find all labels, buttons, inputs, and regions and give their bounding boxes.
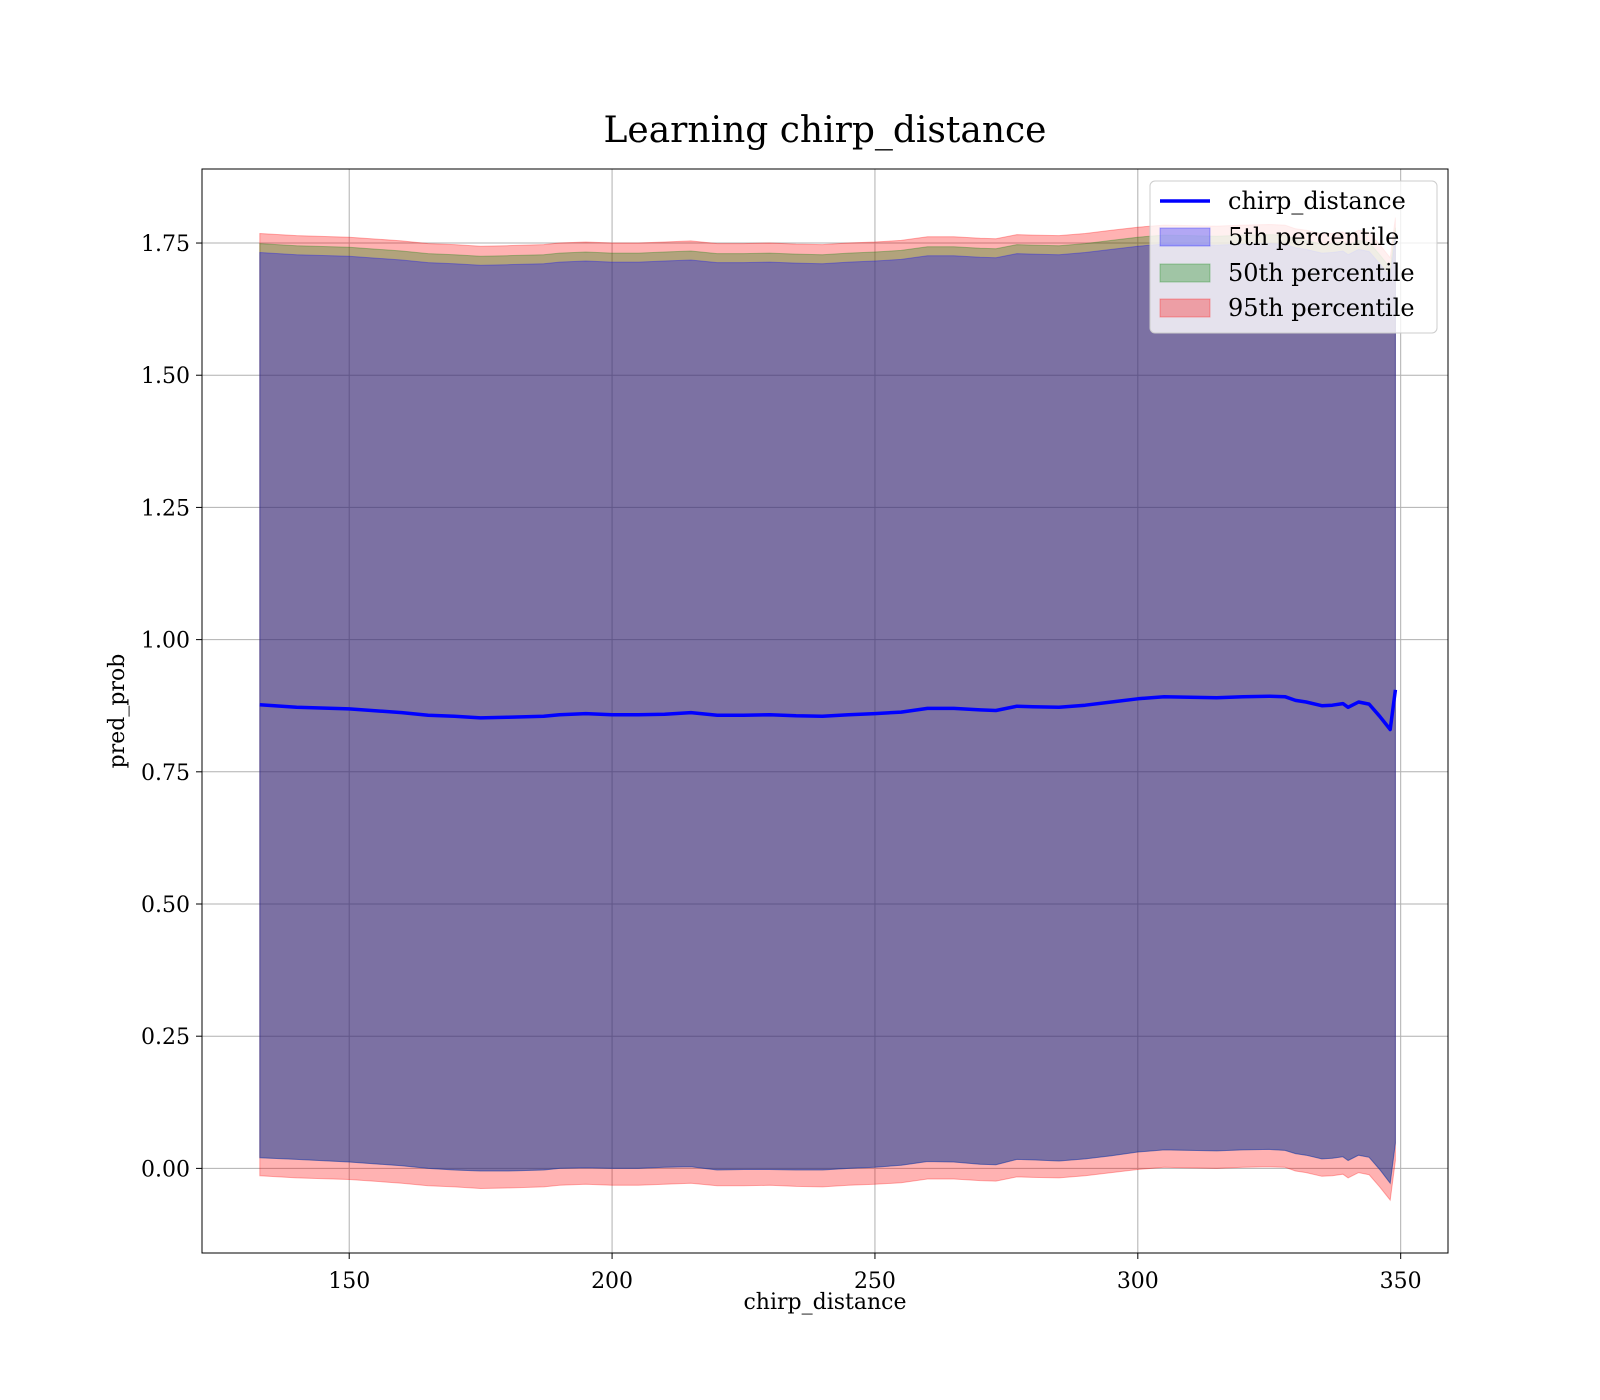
legend-label: 50th percentile [1228, 259, 1415, 287]
x-tick-label: 350 [1380, 1269, 1422, 1294]
y-tick-label: 1.00 [141, 629, 190, 654]
y-tick-label: 0.00 [141, 1157, 190, 1182]
plot-frame [201, 168, 1449, 1254]
x-tick-label: 300 [1117, 1269, 1159, 1294]
band-95th-percentile [259, 217, 1396, 1202]
legend-label: 95th percentile [1228, 294, 1415, 322]
y-tick-label: 0.75 [141, 761, 190, 786]
series-line-chirp-distance [259, 689, 1398, 732]
band-5th-percentile [259, 236, 1396, 1185]
percentile-bands [259, 217, 1396, 1202]
legend-swatch-band [1159, 227, 1211, 247]
y-tick-label: 1.25 [141, 496, 190, 521]
x-tick-label: 150 [328, 1269, 370, 1294]
legend-swatch-band [1159, 298, 1211, 318]
x-axis-ticks: 150 200 250 300 350 [328, 1253, 1422, 1294]
x-tick-label: 250 [854, 1269, 896, 1294]
y-axis-label: pred_prob [105, 654, 130, 769]
legend-label: chirp_distance [1228, 187, 1406, 215]
y-tick-label: 1.75 [141, 232, 190, 257]
x-tick-label: 200 [591, 1269, 633, 1294]
legend-swatch-band [1159, 263, 1211, 283]
chart-title: Learning chirp_distance [604, 110, 1047, 151]
y-axis-ticks: 0.00 0.25 0.50 0.75 1.00 1.25 1.50 1.75 [141, 232, 202, 1182]
legend-label: 5th percentile [1228, 223, 1399, 251]
plot-area [201, 168, 1449, 1254]
legend-box [1149, 180, 1438, 334]
band-50th-percentile [259, 227, 1396, 1185]
y-tick-label: 0.50 [141, 893, 190, 918]
legend: chirp_distance 5th percentile 50th percent… [1149, 180, 1438, 334]
series-lines [259, 689, 1398, 732]
x-axis-label: chirp_distance [743, 1290, 906, 1315]
y-tick-label: 0.25 [141, 1025, 190, 1050]
y-tick-label: 1.50 [141, 364, 190, 389]
